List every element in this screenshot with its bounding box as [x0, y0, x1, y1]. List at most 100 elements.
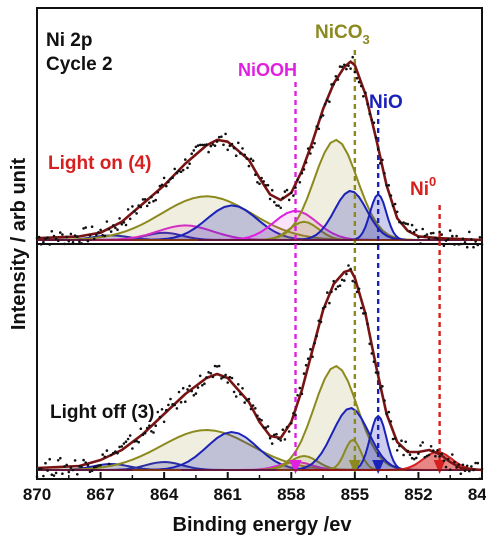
raw-data-point — [207, 150, 210, 154]
raw-data-point — [196, 386, 200, 389]
raw-data-point — [448, 468, 452, 472]
raw-data-point — [213, 364, 217, 368]
raw-data-point — [65, 463, 68, 467]
raw-data-point — [190, 389, 193, 393]
component-fill-p0-1 — [37, 232, 334, 240]
raw-data-point — [300, 171, 304, 175]
component-fill-p0-9 — [301, 194, 455, 240]
raw-data-point — [54, 237, 58, 241]
raw-data-point — [133, 440, 136, 443]
raw-data-point — [162, 420, 166, 424]
raw-data-point — [400, 439, 403, 443]
raw-data-point — [190, 152, 193, 155]
raw-data-point — [135, 439, 138, 443]
raw-data-point — [105, 449, 109, 452]
raw-data-point — [114, 226, 117, 230]
raw-data-point — [436, 237, 439, 241]
raw-data-point — [194, 392, 198, 395]
raw-data-point — [209, 372, 213, 375]
raw-data-point — [241, 147, 244, 150]
raw-data-point — [205, 143, 208, 146]
raw-data-point — [298, 386, 302, 390]
raw-data-point — [65, 235, 68, 239]
raw-data-point — [465, 464, 469, 468]
raw-data-point — [266, 425, 270, 428]
raw-data-point — [298, 181, 302, 184]
raw-data-point — [266, 183, 270, 187]
raw-data-point — [480, 467, 484, 471]
raw-data-point — [427, 237, 431, 241]
raw-data-point — [139, 205, 143, 209]
raw-data-point — [249, 407, 253, 411]
raw-data-point — [319, 320, 323, 324]
raw-data-point — [158, 184, 162, 188]
raw-data-point — [395, 210, 399, 214]
raw-data-point — [347, 264, 350, 267]
raw-data-point — [446, 237, 450, 241]
raw-data-point — [249, 157, 253, 161]
raw-data-point — [448, 229, 452, 232]
raw-data-point — [355, 76, 359, 80]
raw-data-point — [220, 135, 223, 138]
raw-data-point — [251, 159, 255, 162]
raw-data-point — [76, 235, 79, 238]
raw-data-point — [432, 231, 435, 235]
raw-data-point — [103, 234, 107, 238]
raw-data-point — [213, 144, 217, 147]
raw-data-point — [46, 236, 49, 239]
raw-data-point — [438, 230, 441, 234]
raw-data-point — [73, 459, 77, 462]
raw-data-point — [211, 143, 215, 146]
raw-data-point — [451, 234, 454, 238]
raw-data-point — [366, 102, 369, 106]
raw-data-point — [222, 375, 225, 379]
raw-data-point — [372, 360, 376, 364]
raw-data-point — [44, 461, 47, 465]
raw-data-point — [315, 125, 319, 128]
raw-data-point — [150, 430, 153, 433]
raw-data-point — [385, 184, 388, 187]
raw-data-point — [226, 148, 229, 152]
chart-title-line-1: Ni 2p — [46, 30, 92, 51]
raw-data-point — [186, 166, 189, 170]
x-axis-ticks: 870 867 864 861 858 855 852 849 — [23, 472, 486, 504]
raw-data-point — [80, 465, 83, 469]
raw-data-point — [84, 226, 87, 229]
envelope-line-p1 — [36, 268, 483, 472]
x-axis-label: Binding energy /ev — [173, 514, 353, 536]
raw-data-point — [334, 287, 338, 291]
raw-data-point — [203, 382, 206, 386]
envelope-line-p0 — [36, 60, 483, 242]
raw-data-point — [245, 399, 249, 402]
component-fill-p0-5 — [92, 211, 482, 240]
raw-data-point — [258, 417, 261, 421]
raw-data-point — [453, 460, 456, 464]
raw-data-point — [188, 384, 191, 388]
raw-data-point — [198, 374, 202, 378]
marker-label-nio: NiO — [369, 92, 403, 113]
raw-data-point — [317, 319, 321, 323]
raw-data-point — [156, 410, 160, 414]
raw-data-point — [379, 161, 382, 165]
raw-data-point — [472, 468, 475, 472]
raw-data-point — [171, 176, 174, 179]
raw-data-point — [131, 447, 134, 450]
raw-data-point — [412, 230, 416, 234]
raw-data-point — [80, 242, 83, 245]
raw-data-point — [347, 64, 350, 68]
raw-data-point — [59, 456, 62, 460]
raw-data-point — [279, 439, 283, 442]
raw-data-point — [148, 424, 151, 428]
raw-data-point — [137, 440, 140, 444]
raw-data-point — [192, 394, 196, 397]
raw-data-point — [234, 395, 238, 398]
raw-data-point — [148, 201, 151, 204]
raw-data-point — [177, 390, 181, 394]
raw-data-point — [211, 375, 215, 379]
raw-data-point — [478, 236, 482, 239]
raw-data-point — [472, 245, 475, 249]
raw-data-point — [311, 145, 314, 149]
raw-data-point — [67, 239, 71, 243]
raw-data-point — [279, 206, 283, 210]
raw-data-point — [243, 153, 246, 157]
